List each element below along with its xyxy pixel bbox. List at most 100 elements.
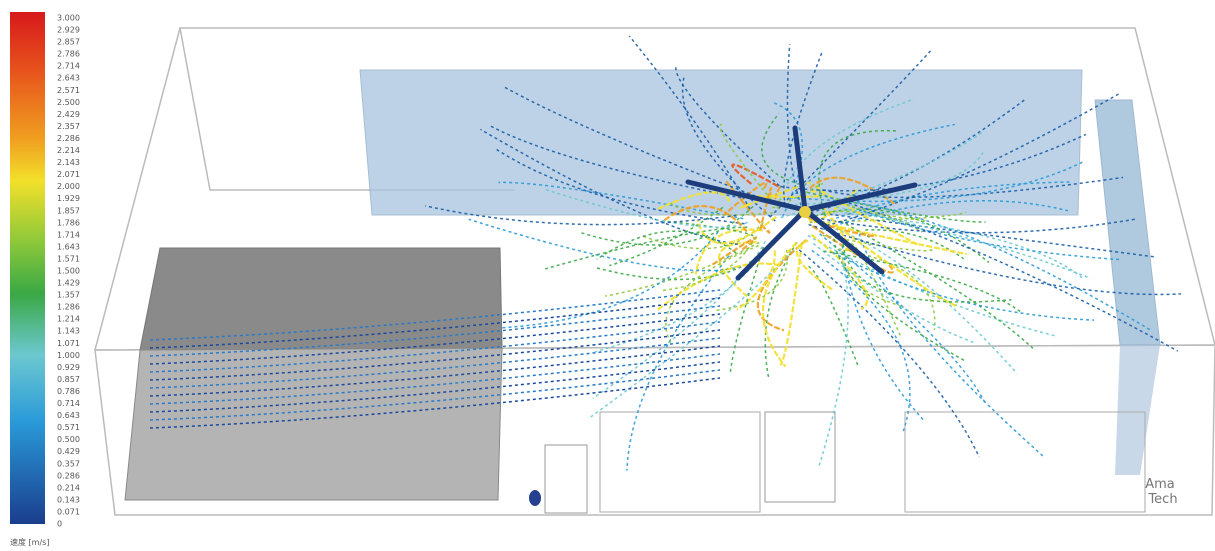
streamline [796,160,1086,203]
streamline [786,98,915,185]
legend-label: 2.929 [57,26,80,35]
legend-label: 3.000 [57,14,80,23]
door [544,444,588,514]
legend-label: 2.786 [57,50,80,59]
streamline [840,239,925,422]
legend-label: 1.071 [57,339,80,348]
streamline [850,242,901,336]
legend-label: 0.357 [57,459,80,468]
streamline [809,215,1136,234]
streamline [844,212,1083,279]
streamlines [149,35,1181,471]
streamline [809,176,896,205]
legend-label: 1.929 [57,194,80,203]
streamline [822,210,923,233]
legend-label: 2.000 [57,182,80,191]
legend-label: 1.357 [57,291,80,300]
streamline [759,186,773,231]
fan-blade [802,182,918,213]
streamline [810,233,869,310]
fan-blade [802,207,885,275]
partition [904,411,1146,513]
streamline [717,240,757,298]
streamline [840,220,1034,349]
streamline [761,113,801,186]
streamline [498,181,744,220]
streamline [811,249,911,432]
streamline [719,123,780,210]
streamline [628,35,751,210]
legend-label: 0.643 [57,411,80,420]
streamline [609,206,724,267]
legend-label: 1.714 [57,230,80,239]
legend-label: 0.071 [57,507,80,516]
streamline [662,205,748,233]
legend-label: 1.214 [57,315,80,324]
streamline [798,97,1028,216]
streamline [696,215,777,245]
legend-label: 0.786 [57,387,80,396]
streamline [580,205,754,246]
fan-blade [735,207,808,281]
streamline [626,255,730,471]
streamline [723,181,768,216]
legend-label: 0.286 [57,471,80,480]
streamline [836,206,1091,279]
streamline [818,130,897,217]
legend-label: 1.286 [57,303,80,312]
streamline [543,188,748,228]
streamline [841,239,905,308]
legend-label: 2.500 [57,98,80,107]
streamline [799,211,877,238]
fan-hub [799,206,811,218]
streamline [544,226,748,270]
streamline [425,205,737,226]
streamline [736,250,776,311]
streamline [835,228,1018,375]
legend-label: 1.000 [57,351,80,360]
legend-label: 2.643 [57,74,80,83]
logo-line2: Tech [1147,492,1177,507]
streamline [502,85,767,202]
room [94,27,1215,516]
partition [764,411,836,503]
legend-label: 1.786 [57,218,80,227]
fan [685,125,918,281]
streamline [756,239,808,332]
legend-label: 0.714 [57,399,80,408]
duct-back [359,69,1083,216]
legend-label: 2.857 [57,38,80,47]
legend-label: 2.714 [57,62,80,71]
streamline [842,200,1179,352]
streamline [731,163,779,188]
legend-label: 2.143 [57,158,80,167]
legend-label: 2.214 [57,146,80,155]
fan-blade [685,179,808,213]
streamline [657,191,731,211]
legend-title: 速度 [m/s] [10,537,49,547]
streamline [844,200,1152,331]
streamline [738,181,811,209]
legend-label: 2.357 [57,122,80,131]
legend-label: 0.143 [57,495,80,504]
streamline [808,223,1181,296]
streamline [769,50,932,218]
streamline [489,125,742,199]
streamline [833,238,965,362]
streamline [662,236,757,292]
icon [529,490,541,506]
legend-label: 1.857 [57,206,80,215]
streamline [819,233,987,405]
legend-label: 1.500 [57,267,80,276]
streamline [740,189,824,199]
streamline [764,241,798,380]
legend-label: 2.571 [57,86,80,95]
streamline [801,190,986,223]
legend-label: 0.857 [57,375,80,384]
streamline [798,249,980,458]
streamline [826,92,1122,227]
streamline [780,133,1087,192]
streamline [776,152,984,207]
streamline [665,245,759,345]
